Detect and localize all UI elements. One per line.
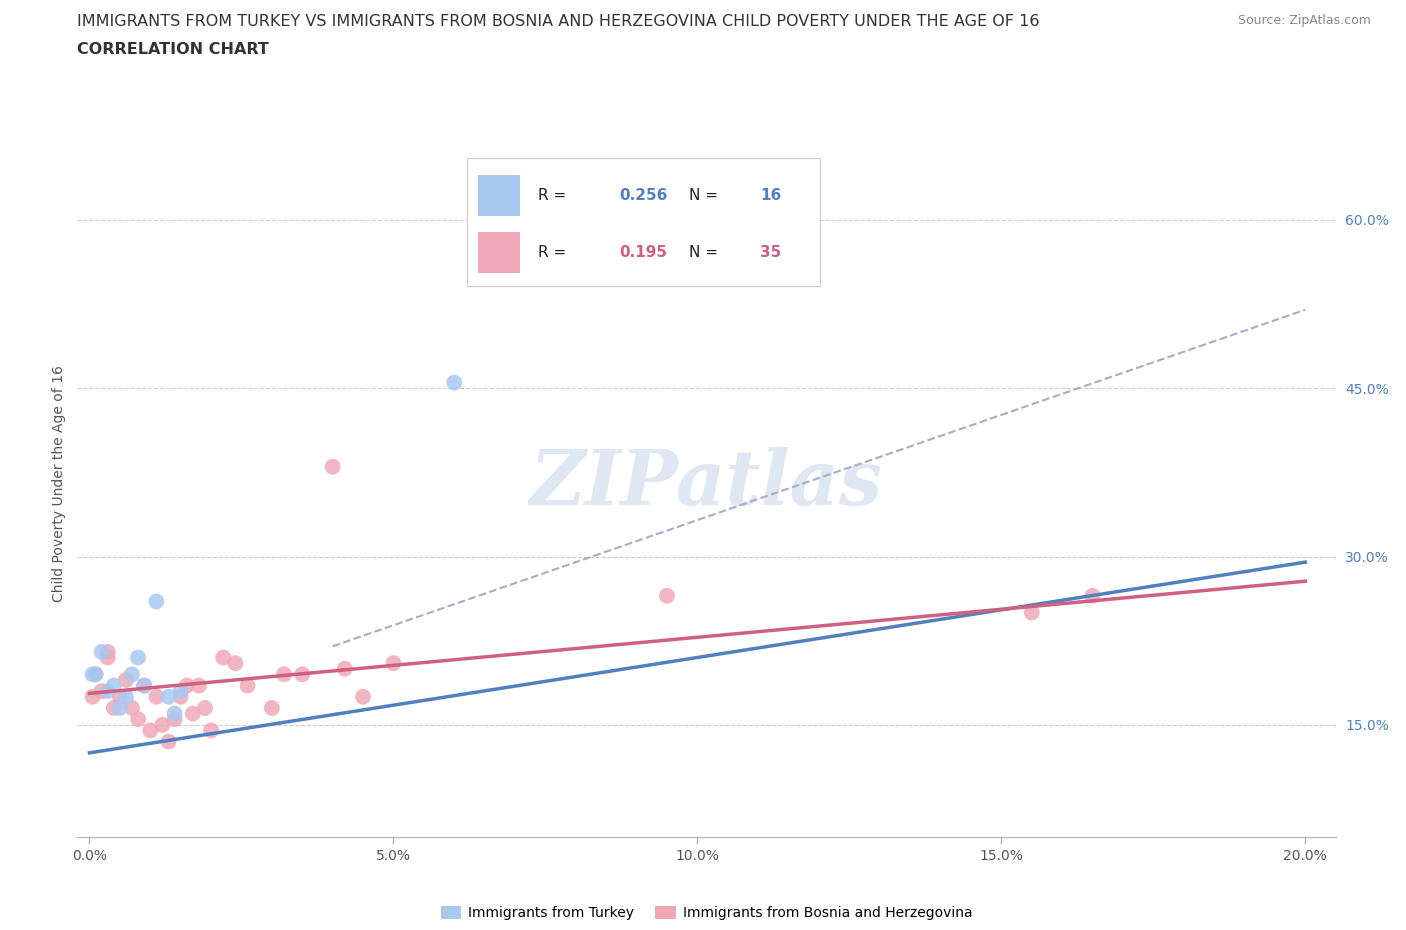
Point: [443, 375, 465, 390]
Point: [322, 459, 344, 474]
Point: [115, 689, 138, 704]
Point: [121, 700, 143, 715]
Point: [194, 700, 217, 715]
Point: [139, 723, 162, 737]
Point: [108, 700, 131, 715]
Point: [134, 678, 156, 693]
Point: [352, 689, 374, 704]
Point: [747, 235, 769, 250]
Point: [382, 656, 405, 671]
Point: [157, 734, 180, 749]
Point: [84, 667, 107, 682]
Point: [97, 650, 120, 665]
Point: [170, 684, 193, 698]
Point: [291, 667, 314, 682]
Point: [127, 650, 149, 665]
Point: [103, 700, 125, 715]
Point: [108, 689, 131, 704]
Point: [181, 706, 204, 721]
Point: [84, 667, 107, 682]
Point: [333, 661, 356, 676]
Text: CORRELATION CHART: CORRELATION CHART: [77, 42, 269, 57]
Point: [121, 667, 143, 682]
Point: [134, 678, 156, 693]
Point: [90, 684, 112, 698]
Text: IMMIGRANTS FROM TURKEY VS IMMIGRANTS FROM BOSNIA AND HERZEGOVINA CHILD POVERTY U: IMMIGRANTS FROM TURKEY VS IMMIGRANTS FRO…: [77, 14, 1040, 29]
Point: [1021, 605, 1043, 620]
Point: [212, 650, 235, 665]
Point: [145, 594, 167, 609]
Point: [260, 700, 283, 715]
Point: [103, 678, 125, 693]
Point: [655, 589, 678, 604]
Point: [97, 644, 120, 659]
Point: [1081, 589, 1104, 604]
Point: [224, 656, 246, 671]
Point: [273, 667, 295, 682]
Point: [163, 706, 186, 721]
Point: [157, 689, 180, 704]
Point: [176, 678, 198, 693]
Point: [152, 717, 174, 732]
Point: [236, 678, 259, 693]
Point: [163, 711, 186, 726]
Legend: Immigrants from Turkey, Immigrants from Bosnia and Herzegovina: Immigrants from Turkey, Immigrants from …: [434, 900, 979, 925]
Text: Source: ZipAtlas.com: Source: ZipAtlas.com: [1237, 14, 1371, 27]
Text: ZIPatlas: ZIPatlas: [530, 446, 883, 521]
Point: [97, 684, 120, 698]
Point: [82, 667, 104, 682]
Point: [82, 689, 104, 704]
Point: [200, 723, 222, 737]
Y-axis label: Child Poverty Under the Age of 16: Child Poverty Under the Age of 16: [52, 365, 66, 602]
Point: [115, 672, 138, 687]
Point: [90, 644, 112, 659]
Point: [170, 689, 193, 704]
Point: [127, 711, 149, 726]
Point: [187, 678, 209, 693]
Point: [145, 689, 167, 704]
